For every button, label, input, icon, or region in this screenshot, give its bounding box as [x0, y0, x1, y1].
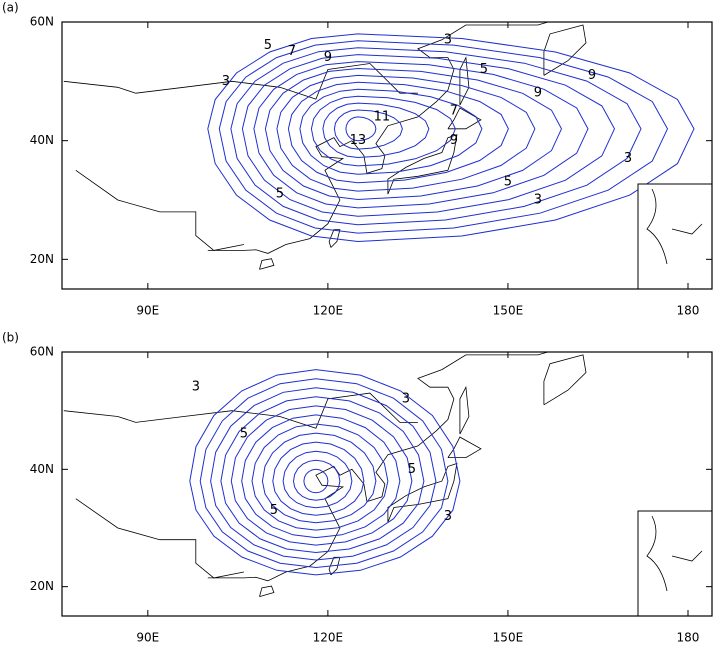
- coastline: [75, 169, 244, 251]
- x-tick-label: 90E: [136, 304, 159, 318]
- x-tick-label: 150E: [493, 631, 524, 645]
- coastline: [63, 392, 418, 429]
- coastline: [387, 462, 458, 523]
- contour-label: 5: [480, 62, 488, 77]
- y-tick-label: 60N: [30, 15, 54, 29]
- map-frame: [61, 21, 713, 290]
- map-panel: 3 5 3 5 3 5: [63, 352, 587, 597]
- coastline: [543, 354, 587, 406]
- contour: [287, 81, 509, 184]
- contour: [241, 54, 616, 217]
- contour-label: 3: [444, 509, 452, 524]
- contour-label: 5: [504, 175, 512, 190]
- panel-label: (a): [2, 1, 19, 15]
- contour: [322, 102, 430, 159]
- coastline: [328, 229, 341, 248]
- x-tick-label: 180: [677, 304, 700, 318]
- contour: [303, 468, 329, 494]
- contour-label: 3: [534, 193, 542, 208]
- contour-label: 3: [222, 74, 230, 89]
- inset-coast: [646, 515, 703, 592]
- contour: [299, 88, 483, 175]
- contour-label: 7: [288, 44, 296, 59]
- contour-label: 3: [192, 380, 200, 395]
- map-panel: 3 5 7 9 3 5 9 9 7 5 3 5 3 11 13 9: [63, 22, 695, 270]
- coastline: [259, 258, 275, 270]
- y-tick-label: 40N: [30, 462, 54, 476]
- contour: [253, 61, 589, 209]
- contour-label: 13: [350, 133, 367, 148]
- x-tick-label: 120E: [313, 304, 344, 318]
- coastline: [75, 498, 244, 579]
- coastline: [63, 63, 418, 100]
- y-tick-label: 20N: [30, 579, 54, 593]
- contour: [241, 414, 401, 539]
- coastline: [447, 107, 482, 130]
- contour: [189, 369, 461, 576]
- coastline: [459, 385, 470, 435]
- contour: [261, 432, 377, 524]
- contour: [333, 109, 403, 150]
- contour-label: 5: [264, 38, 272, 53]
- coastline: [207, 22, 550, 254]
- coastline: [459, 56, 470, 106]
- coastline: [543, 24, 587, 76]
- contour: [276, 74, 536, 192]
- coastline: [207, 352, 550, 582]
- contour-label: 9: [534, 86, 542, 101]
- y-tick-label: 60N: [30, 345, 54, 359]
- inset-box: [637, 510, 713, 617]
- contour-label: 3: [444, 32, 452, 47]
- coastline: [259, 585, 275, 597]
- contour: [272, 441, 365, 516]
- contour: [199, 378, 449, 569]
- contour-label: 7: [450, 104, 458, 119]
- contour: [220, 396, 425, 554]
- contour-label: 11: [374, 109, 391, 124]
- panel-label: (b): [2, 331, 19, 345]
- contour-label: 5: [240, 427, 248, 442]
- map-frame: [61, 351, 713, 617]
- x-tick-label: 180: [677, 631, 700, 645]
- contour: [207, 33, 695, 243]
- contour: [210, 387, 437, 561]
- contour-label: 5: [270, 503, 278, 518]
- contour-label: 3: [402, 391, 410, 406]
- contour-label: 3: [624, 151, 632, 166]
- contour: [264, 67, 563, 201]
- x-tick-label: 120E: [313, 631, 344, 645]
- contour: [251, 423, 389, 531]
- contour-label: 5: [276, 187, 284, 202]
- inset-coast: [646, 188, 703, 265]
- contour-label: 5: [408, 462, 416, 477]
- x-tick-label: 90E: [136, 631, 159, 645]
- contour: [345, 116, 377, 142]
- inset-box: [637, 183, 713, 290]
- contour: [292, 459, 341, 501]
- contour: [218, 40, 669, 234]
- contour: [282, 450, 353, 509]
- contour: [310, 95, 456, 167]
- y-tick-label: 20N: [30, 252, 54, 266]
- contour-label: 9: [588, 68, 596, 83]
- coastline: [447, 436, 482, 458]
- contour: [230, 405, 413, 546]
- contour-label: 9: [324, 50, 332, 65]
- y-tick-label: 40N: [30, 133, 54, 147]
- contour-label: 9: [450, 133, 458, 148]
- contour: [230, 47, 642, 226]
- x-tick-label: 150E: [493, 304, 524, 318]
